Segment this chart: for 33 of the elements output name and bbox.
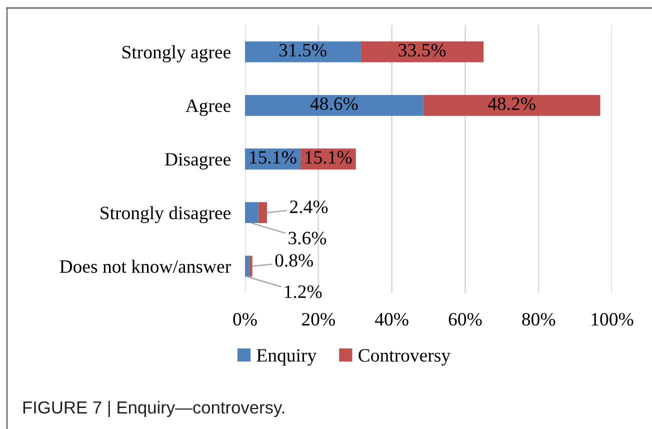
y-tick-label: Strongly disagree	[100, 206, 230, 224]
x-tick-label: 40%	[374, 312, 408, 326]
bar	[360, 41, 484, 62]
bar	[245, 94, 424, 116]
data-label: 48.2%	[488, 97, 536, 110]
data-label: 15.1%	[250, 151, 296, 164]
y-tick-label: Does not know/answer	[60, 260, 231, 273]
bar	[245, 202, 258, 224]
caption: FIGURE 7 | Enquiry—controversy.	[23, 400, 284, 418]
data-label: 2.4%	[290, 200, 328, 214]
bar	[249, 256, 252, 277]
y-tick-label: Strongly agree	[122, 45, 230, 62]
y-tick-label: Agree	[185, 100, 230, 116]
bar	[423, 94, 600, 116]
y-tick-label: Disagree	[165, 153, 230, 170]
x-tick-label: 100%	[592, 312, 634, 326]
data-label: 48.6%	[310, 97, 358, 110]
bar	[245, 256, 250, 277]
data-label: 15.1%	[306, 151, 352, 164]
data-label: 1.2%	[284, 285, 322, 298]
x-tick-label: 80%	[522, 312, 556, 326]
x-tick-label: 0%	[233, 312, 257, 326]
data-label: 33.5%	[398, 44, 446, 57]
data-label: 3.6%	[288, 232, 326, 244]
bar	[245, 41, 361, 62]
x-tick-label: 60%	[448, 312, 482, 326]
x-tick-label: 20%	[302, 312, 335, 326]
data-label: 31.5%	[279, 44, 326, 57]
bar	[258, 202, 268, 224]
legend-label: Enquiry	[256, 349, 317, 366]
bar	[300, 148, 356, 170]
data-label: 0.8%	[275, 254, 313, 267]
legend-label: Controversy	[358, 349, 450, 366]
